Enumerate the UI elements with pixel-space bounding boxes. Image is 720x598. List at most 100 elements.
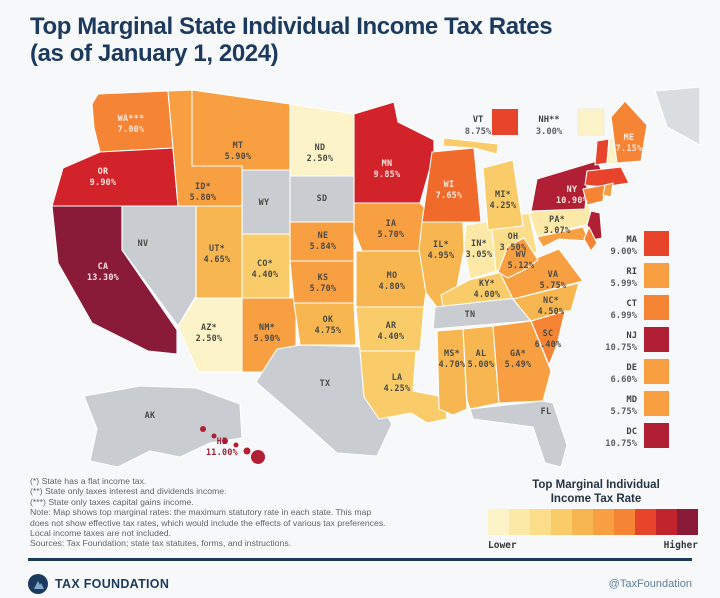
footer-bar: TAX FOUNDATION @TaxFoundation [28,558,692,598]
state-wi-shape [421,147,482,223]
state-ms-label: MS* 4.70% [439,348,466,369]
state-mn-shape [353,101,435,204]
state-mi-abbr: MI* [495,189,511,199]
state-ca-abbr: CA [98,261,109,271]
state-oh-label: OH 3.50% [500,231,527,252]
state-hi-shape [200,426,265,464]
state-ar-shape [355,306,425,352]
title-line-1: Top Marginal State Individual Income Tax… [30,13,553,40]
list-nj-label: NJ 10.75% [605,331,637,353]
ramp-swatch-8 [656,509,677,535]
state-wv-label: WV 5.12% [508,249,535,270]
footnote-interest-dividends: (**) State only taxes interest and divid… [30,486,227,497]
state-nc-rate: 4.50% [538,306,565,316]
state-mo-rate: 4.80% [379,281,406,291]
list-ct-swatch [644,295,669,320]
state-ar-rate: 4.40% [378,331,405,341]
callout-nh-abbr: NH** [538,115,559,125]
state-co-label: CO* 4.40% [252,258,279,279]
list-ri-label: RI 5.99% [611,267,638,289]
legend-color-ramp [488,509,698,535]
state-ar-label: AR 4.40% [378,320,405,341]
state-id-label: ID* 5.80% [190,181,217,202]
state-ks-label: KS 5.70% [310,272,337,293]
list-ct-label: CT 6.99% [611,299,638,321]
ramp-swatch-0 [488,509,509,535]
state-ne-rate: 5.84% [310,241,337,251]
state-nd-rate: 2.50% [307,153,334,163]
ramp-swatch-3 [551,509,572,535]
state-wi-rate: 7.65% [436,190,463,200]
state-az-abbr: AZ* [201,322,217,332]
state-mo-abbr: MO [387,270,398,280]
state-ct-shape [582,184,606,206]
state-mn-label: MN 9.85% [374,158,401,179]
state-va-label: VA 5.75% [540,269,567,290]
state-wa-label: WA*** 7.00% [118,113,145,134]
state-wv-shape [497,237,539,279]
state-pa-rate: 3.07% [544,225,571,235]
state-oh-rate: 3.50% [500,242,527,252]
state-nm-rate: 5.90% [254,333,281,343]
list-md-swatch [644,391,669,416]
state-wy-label: WY [259,197,270,207]
footnote-note-line-1: Note: Map shows top marginal rates: the … [30,507,372,518]
social-handle-link[interactable]: @TaxFoundation [608,578,692,590]
footnote-sources: Sources: Tax Foundation; state tax statu… [30,538,292,549]
state-ok-label: OK 4.75% [315,314,342,335]
state-nm-label: NM* 5.90% [254,322,281,343]
legend-higher-label: Higher [664,540,699,551]
state-hi-abbr: HI [217,436,228,446]
state-ia-rate: 5.70% [378,229,405,239]
state-ok-shape [293,302,357,346]
legend-title-line-1: Top Marginal Individual [532,479,660,491]
ramp-swatch-9 [677,509,698,535]
state-tn-label: TN [465,309,476,319]
state-wa-abbr: WA*** [118,113,145,123]
state-pa-label: PA* 3.07% [544,214,571,235]
list-dc-abbr: DC [626,427,637,437]
state-va-abbr: VA [548,269,559,279]
state-az-rate: 2.50% [196,333,223,343]
state-ri-shape [602,182,614,198]
state-ia-label: IA 5.70% [378,218,405,239]
state-la-abbr: LA [392,372,403,382]
state-nv-label: NV [138,238,149,248]
list-dc-label: DC 10.75% [605,427,637,449]
list-de-label: DE 6.60% [611,363,638,385]
state-or-rate: 9.90% [90,177,117,187]
list-ma-abbr: MA [626,235,637,245]
state-wv-rate: 5.12% [508,260,535,270]
list-md-label: MD 5.75% [611,395,638,417]
callout-nh-swatch [577,108,605,136]
ramp-swatch-6 [614,509,635,535]
footnote-note-line-2: does not show effective tax rates, which… [30,517,386,528]
state-co-abbr: CO* [257,258,273,268]
callout-vt-rate: 8.75% [465,127,492,137]
state-al-shape [462,325,500,410]
state-ga-rate: 5.49% [505,359,532,369]
state-ok-abbr: OK [323,314,334,324]
state-ks-rate: 5.70% [310,283,337,293]
state-sd-abbr: SD [317,193,328,203]
state-pa-abbr: PA* [549,214,565,224]
state-il-rate: 4.95% [428,250,455,260]
state-mi-rate: 4.25% [490,200,517,210]
state-sc-rate: 6.40% [535,339,562,349]
state-nd-label: ND 2.50% [307,142,334,163]
list-ma-label: MA 9.00% [611,235,638,257]
state-la-label: LA 4.25% [384,372,411,393]
state-va-rate: 5.75% [540,280,567,290]
state-mt-abbr: MT [233,140,244,150]
list-de-rate: 6.60% [611,375,638,385]
list-nj-rate: 10.75% [605,343,637,353]
list-dc-swatch [644,423,669,448]
state-ga-abbr: GA* [510,348,526,358]
state-me-shape [610,100,648,164]
state-sc-abbr: SC [543,328,554,338]
state-ut-abbr: UT* [209,243,225,253]
state-mn-rate: 9.85% [374,169,401,179]
list-nj-swatch [644,327,669,352]
state-ak-shape [83,385,243,468]
brand-name: TAX FOUNDATION [55,577,170,591]
